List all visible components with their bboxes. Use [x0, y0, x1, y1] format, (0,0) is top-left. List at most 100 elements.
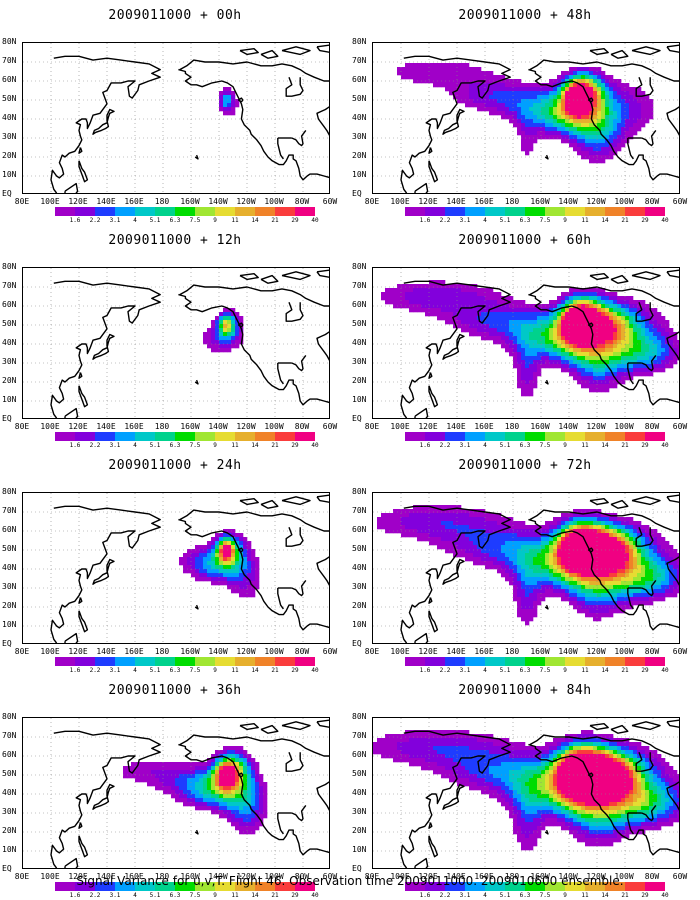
- variance-cell: [223, 549, 228, 554]
- variance-cell: [569, 553, 574, 558]
- variance-cell: [497, 778, 502, 783]
- arctic-island-outline: [281, 271, 311, 281]
- variance-cell: [617, 360, 622, 365]
- variance-cell: [493, 296, 498, 301]
- variance-cell: [461, 738, 466, 743]
- variance-cell: [593, 589, 598, 594]
- variance-cell: [223, 806, 228, 811]
- variance-cell: [673, 585, 678, 590]
- variance-cell: [621, 380, 626, 385]
- variance-cell: [533, 525, 538, 530]
- latitude-label: 40N: [352, 113, 367, 122]
- variance-cell: [235, 569, 240, 574]
- variance-cell: [457, 63, 462, 68]
- variance-cell: [597, 521, 602, 526]
- coastline: [291, 579, 307, 597]
- variance-cell: [597, 585, 602, 590]
- variance-cell: [477, 95, 482, 100]
- variance-cell: [653, 360, 658, 365]
- variance-cell: [207, 798, 212, 803]
- variance-cell: [441, 83, 446, 88]
- variance-cell: [465, 91, 470, 96]
- variance-cell: [641, 308, 646, 313]
- colorbar-swatch: [215, 657, 235, 666]
- variance-cell: [477, 525, 482, 530]
- variance-cell: [605, 332, 610, 337]
- variance-cell: [601, 577, 606, 582]
- variance-cell: [613, 521, 618, 526]
- variance-cell: [473, 328, 478, 333]
- variance-cell: [219, 810, 224, 815]
- arctic-island-outline: [281, 496, 311, 506]
- variance-cell: [493, 774, 498, 779]
- variance-cell: [633, 533, 638, 538]
- variance-cell: [465, 83, 470, 88]
- variance-cell: [263, 794, 268, 799]
- variance-cell: [577, 324, 582, 329]
- variance-cell: [485, 786, 490, 791]
- variance-cell: [501, 83, 506, 88]
- variance-cell: [203, 569, 208, 574]
- variance-cell: [445, 541, 450, 546]
- variance-cell: [147, 782, 152, 787]
- coastline: [414, 182, 429, 193]
- variance-cell: [537, 103, 542, 108]
- variance-cell: [645, 320, 650, 325]
- variance-cell: [541, 103, 546, 108]
- variance-cell: [573, 336, 578, 341]
- variance-cell: [577, 79, 582, 84]
- variance-cell: [589, 525, 594, 530]
- variance-cell: [445, 537, 450, 542]
- variance-cell: [497, 790, 502, 795]
- variance-cell: [649, 581, 654, 586]
- variance-cell: [203, 798, 208, 803]
- variance-cell: [569, 107, 574, 112]
- colorbar-swatch: [135, 207, 155, 216]
- variance-cell: [381, 525, 386, 530]
- variance-cell: [489, 517, 494, 522]
- variance-cell: [613, 107, 618, 112]
- variance-cell: [505, 324, 510, 329]
- variance-cell: [625, 517, 630, 522]
- variance-cell: [613, 139, 618, 144]
- longitude-label: 180: [504, 647, 520, 656]
- variance-cell: [601, 107, 606, 112]
- variance-cell: [453, 308, 458, 313]
- variance-cell: [485, 521, 490, 526]
- variance-cell: [473, 99, 478, 104]
- variance-cell: [175, 786, 180, 791]
- variance-cell: [493, 95, 498, 100]
- variance-cell: [425, 533, 430, 538]
- variance-cell: [457, 545, 462, 550]
- variance-cell: [561, 585, 566, 590]
- variance-cell: [211, 810, 216, 815]
- longitude-label: 160E: [124, 422, 144, 431]
- variance-cell: [641, 360, 646, 365]
- variance-cell: [243, 553, 248, 558]
- variance-cell: [585, 589, 590, 594]
- variance-cell: [665, 328, 670, 333]
- variance-cell: [525, 111, 530, 116]
- variance-cell: [247, 541, 252, 546]
- coastline: [50, 55, 161, 193]
- variance-cell: [553, 111, 558, 116]
- variance-cell: [413, 505, 418, 510]
- variance-cell: [215, 328, 220, 333]
- variance-cell: [493, 770, 498, 775]
- variance-cell: [581, 324, 586, 329]
- variance-cell: [421, 766, 426, 771]
- variance-cell: [545, 545, 550, 550]
- variance-cell: [569, 573, 574, 578]
- variance-cell: [529, 139, 534, 144]
- variance-cell: [621, 296, 626, 301]
- variance-cell: [127, 770, 132, 775]
- variance-cell: [645, 316, 650, 321]
- variance-cell: [505, 537, 510, 542]
- variance-cell: [549, 344, 554, 349]
- variance-cell: [239, 320, 244, 325]
- variance-cell: [613, 593, 618, 598]
- variance-cell: [477, 328, 482, 333]
- variance-cell: [187, 766, 192, 771]
- variance-cell: [437, 541, 442, 546]
- variance-cell: [251, 794, 256, 799]
